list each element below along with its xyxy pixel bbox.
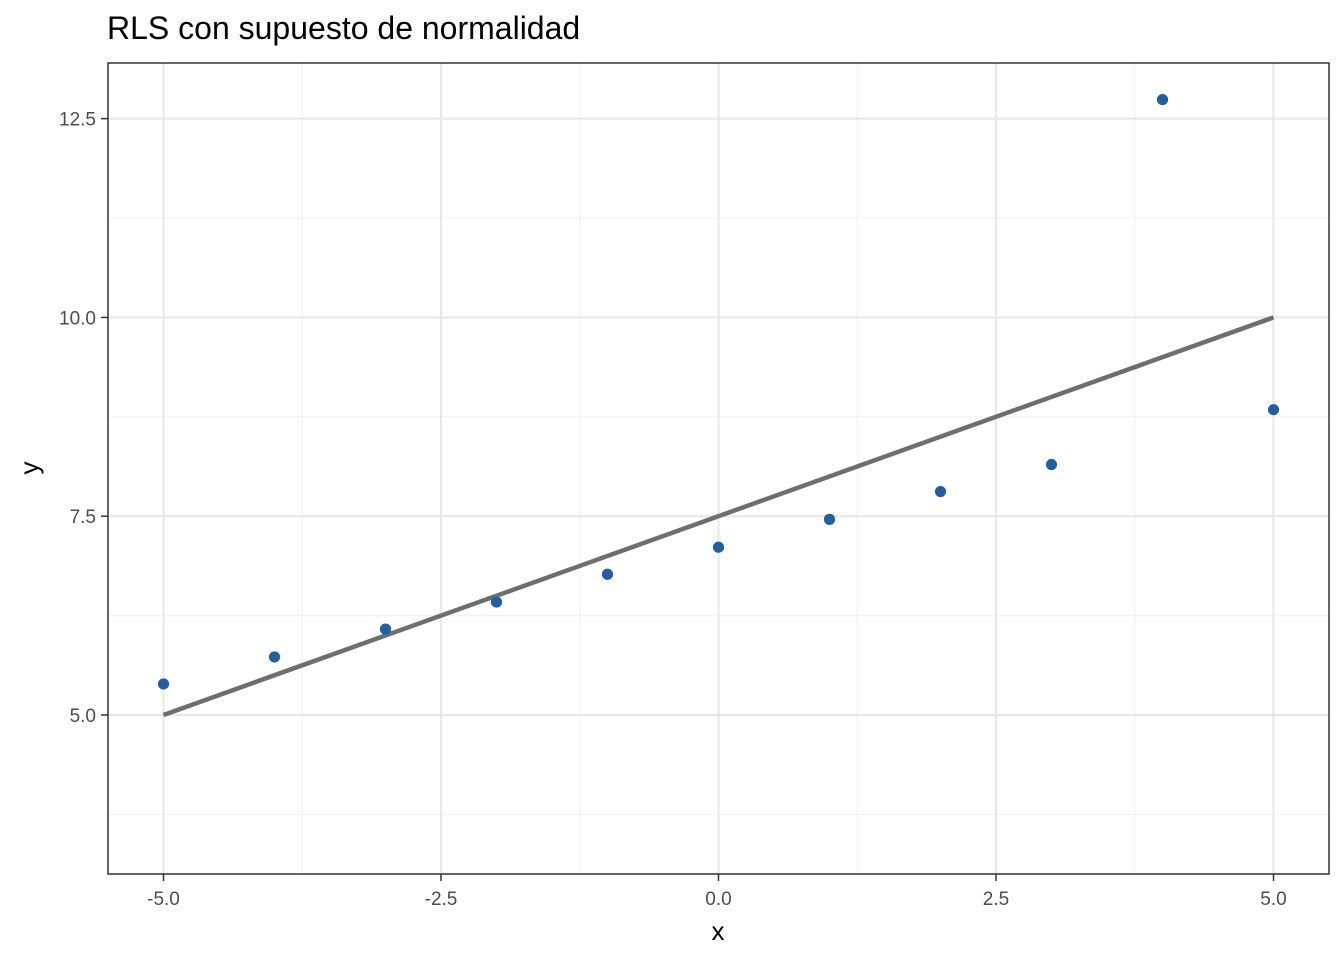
x-tick-label-3: 2.5: [983, 889, 1009, 910]
data-point-9: [1156, 93, 1169, 106]
y-tick-label-1: 7.5: [70, 507, 96, 528]
x-tick-label-1: -2.5: [425, 889, 458, 910]
x-axis: -5.0 -2.5 0.0 2.5 5.0: [147, 874, 1287, 910]
plot-area: [107, 62, 1330, 875]
y-axis-title: y: [14, 462, 44, 475]
y-tick-label-3: 12.5: [59, 110, 96, 131]
data-point-5: [712, 541, 725, 553]
data-point-6: [823, 513, 836, 525]
regression-line-layer: [162, 315, 1275, 718]
chart-title: RLS con supuesto de normalidad: [107, 10, 580, 46]
major-grid: [108, 63, 1329, 874]
data-point-2: [379, 623, 392, 635]
data-point-1: [268, 651, 281, 663]
y-tick-label-0: 5.0: [70, 706, 96, 727]
y-axis: 5.0 7.5 10.0 12.5: [59, 110, 108, 727]
x-tick-label-0: -5.0: [147, 889, 180, 910]
y-tick-label-2: 10.0: [59, 308, 96, 329]
regression-line: [162, 315, 1275, 718]
x-axis-title: x: [712, 916, 725, 946]
data-point-4: [601, 568, 614, 580]
data-point-3: [490, 596, 503, 608]
data-point-0: [157, 678, 170, 690]
data-point-10: [1267, 404, 1280, 416]
data-point-7: [934, 485, 947, 498]
scatter-points-layer: [157, 93, 1280, 690]
x-tick-label-4: 5.0: [1260, 889, 1286, 910]
x-tick-label-2: 0.0: [705, 889, 731, 910]
data-point-8: [1045, 458, 1058, 471]
